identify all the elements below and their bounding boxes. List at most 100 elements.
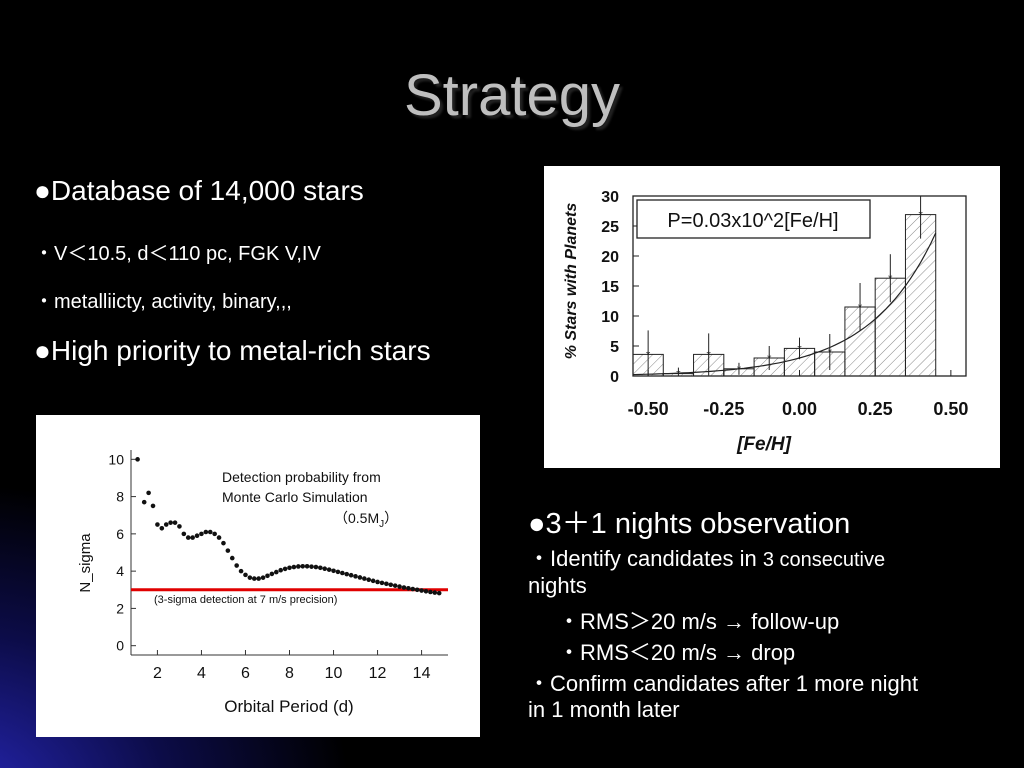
line-identify-prefix: ・Identify candidates in [528, 546, 763, 571]
y-tick-label: 25 [601, 219, 619, 236]
data-point [309, 564, 314, 569]
data-point [190, 535, 195, 540]
sub-bullet-properties: ・metalliicty, activity, binary,,, [34, 291, 292, 313]
data-point [163, 522, 169, 527]
data-point-marker: * [918, 210, 923, 222]
data-point-marker: * [707, 349, 712, 361]
annotation-mass: （0.5M [334, 510, 379, 526]
data-point [229, 555, 235, 561]
data-point [370, 578, 376, 584]
data-point [150, 503, 156, 509]
fit-curve [632, 232, 937, 376]
data-point [401, 585, 407, 590]
data-point [326, 567, 332, 572]
data-point [185, 535, 191, 540]
data-point [177, 524, 182, 529]
y-tick-label: 0 [116, 638, 124, 654]
metallicity-histogram-chart: * * * * * * * * * * 30 25 20 15 10 5 0 -0.50 -0.25 0.00 0.25… [563, 189, 968, 455]
line-confirm-candidates: ・Confirm candidates after 1 more night [528, 671, 919, 696]
data-point [247, 575, 253, 580]
data-point [243, 572, 248, 578]
data-point [379, 580, 385, 586]
annotation-line-3: （0.5MJ） [334, 510, 398, 530]
data-point [260, 575, 266, 580]
x-axis-label: [Fe/H] [736, 434, 792, 455]
histogram-bar [904, 214, 937, 377]
sub-bullet-magnitude-distance: ・V＜10.5, d＜110 pc, FGK V,IV [34, 243, 321, 265]
detection-probability-chart: 10 8 6 4 2 0 2 4 6 8 10 12 14 N_sigma Orbital Period… [77, 450, 448, 716]
data-point [203, 529, 209, 535]
slide-title: Strategy [404, 63, 620, 128]
data-point [141, 499, 147, 505]
data-point [251, 576, 257, 581]
x-axis-label: Orbital Period (d) [224, 697, 353, 716]
data-point [357, 575, 363, 580]
data-point [384, 581, 389, 587]
data-point-marker: * [737, 364, 742, 376]
y-tick-label: 2 [116, 600, 124, 616]
x-tick-label: 4 [197, 665, 206, 682]
data-point [146, 490, 151, 496]
data-point [423, 588, 429, 594]
data-point [278, 567, 283, 573]
y-tick-label: 10 [108, 451, 124, 467]
data-point-marker: * [858, 302, 863, 314]
line-rms-followup: ・RMS＞20 m/s → follow-up [558, 609, 840, 634]
x-tick-label: 12 [369, 665, 387, 682]
data-point [159, 525, 165, 531]
x-tick-label: -0.50 [628, 399, 669, 419]
line-month-later: in 1 month later [528, 697, 680, 722]
data-point [234, 563, 239, 568]
data-point [181, 531, 187, 537]
x-tick-label: -0.25 [703, 399, 744, 419]
annotation-mass-subscript: J [379, 519, 384, 530]
x-tick-label: 6 [241, 665, 250, 682]
data-point [366, 577, 372, 583]
x-tick-label: 0.25 [858, 399, 893, 419]
data-point [335, 569, 341, 575]
data-point [273, 569, 279, 575]
data-point [212, 531, 217, 537]
bullet-database: ●Database of 14,000 stars [34, 175, 364, 206]
y-axis-label: N_sigma [77, 533, 94, 593]
data-point [291, 564, 297, 570]
y-tick-label: 6 [116, 526, 124, 542]
fit-formula-label: P=0.03x10^2[Fe/H] [667, 210, 838, 232]
line-rms-drop: ・RMS＜20 m/s → drop [558, 640, 796, 665]
data-point [238, 568, 244, 574]
annotation-line-2: Monte Carlo Simulation [222, 489, 368, 505]
data-point [432, 590, 438, 595]
data-point-marker: * [767, 353, 772, 365]
y-tick-label: 5 [610, 339, 619, 356]
fit-formula-box [636, 199, 871, 239]
data-point [340, 570, 345, 576]
data-point [256, 576, 261, 581]
threshold-label: (3-sigma detection at 7 m/s precision) [154, 594, 337, 606]
data-point [331, 568, 336, 574]
data-point [199, 531, 204, 537]
data-point [216, 535, 222, 540]
data-point [304, 563, 310, 569]
data-point [388, 582, 394, 588]
data-point [300, 563, 306, 569]
data-point [135, 457, 140, 462]
data-point [410, 586, 416, 592]
annotation-line-1: Detection probability from [222, 469, 381, 485]
data-point [375, 579, 380, 585]
data-point [353, 574, 358, 579]
x-tick-label: 14 [413, 665, 431, 682]
x-tick-label: 0.50 [933, 399, 968, 419]
data-point [344, 571, 350, 577]
detection-probability-figure: 10 8 6 4 2 0 2 4 6 8 10 12 14 N_sigma Orbital Period… [36, 415, 480, 737]
data-point [419, 588, 424, 593]
y-tick-label: 20 [601, 249, 619, 266]
data-point [172, 520, 178, 525]
data-point-marker: * [797, 343, 802, 355]
y-axis-label: % Stars with Planets [563, 203, 580, 360]
x-tick-label: 10 [325, 665, 343, 682]
data-point [221, 540, 226, 546]
data-point [414, 587, 420, 593]
bullet-observation: ●3＋1 nights observation [528, 508, 851, 540]
annotation-mass-end: ） [384, 510, 398, 526]
y-tick-label: 8 [116, 489, 124, 505]
